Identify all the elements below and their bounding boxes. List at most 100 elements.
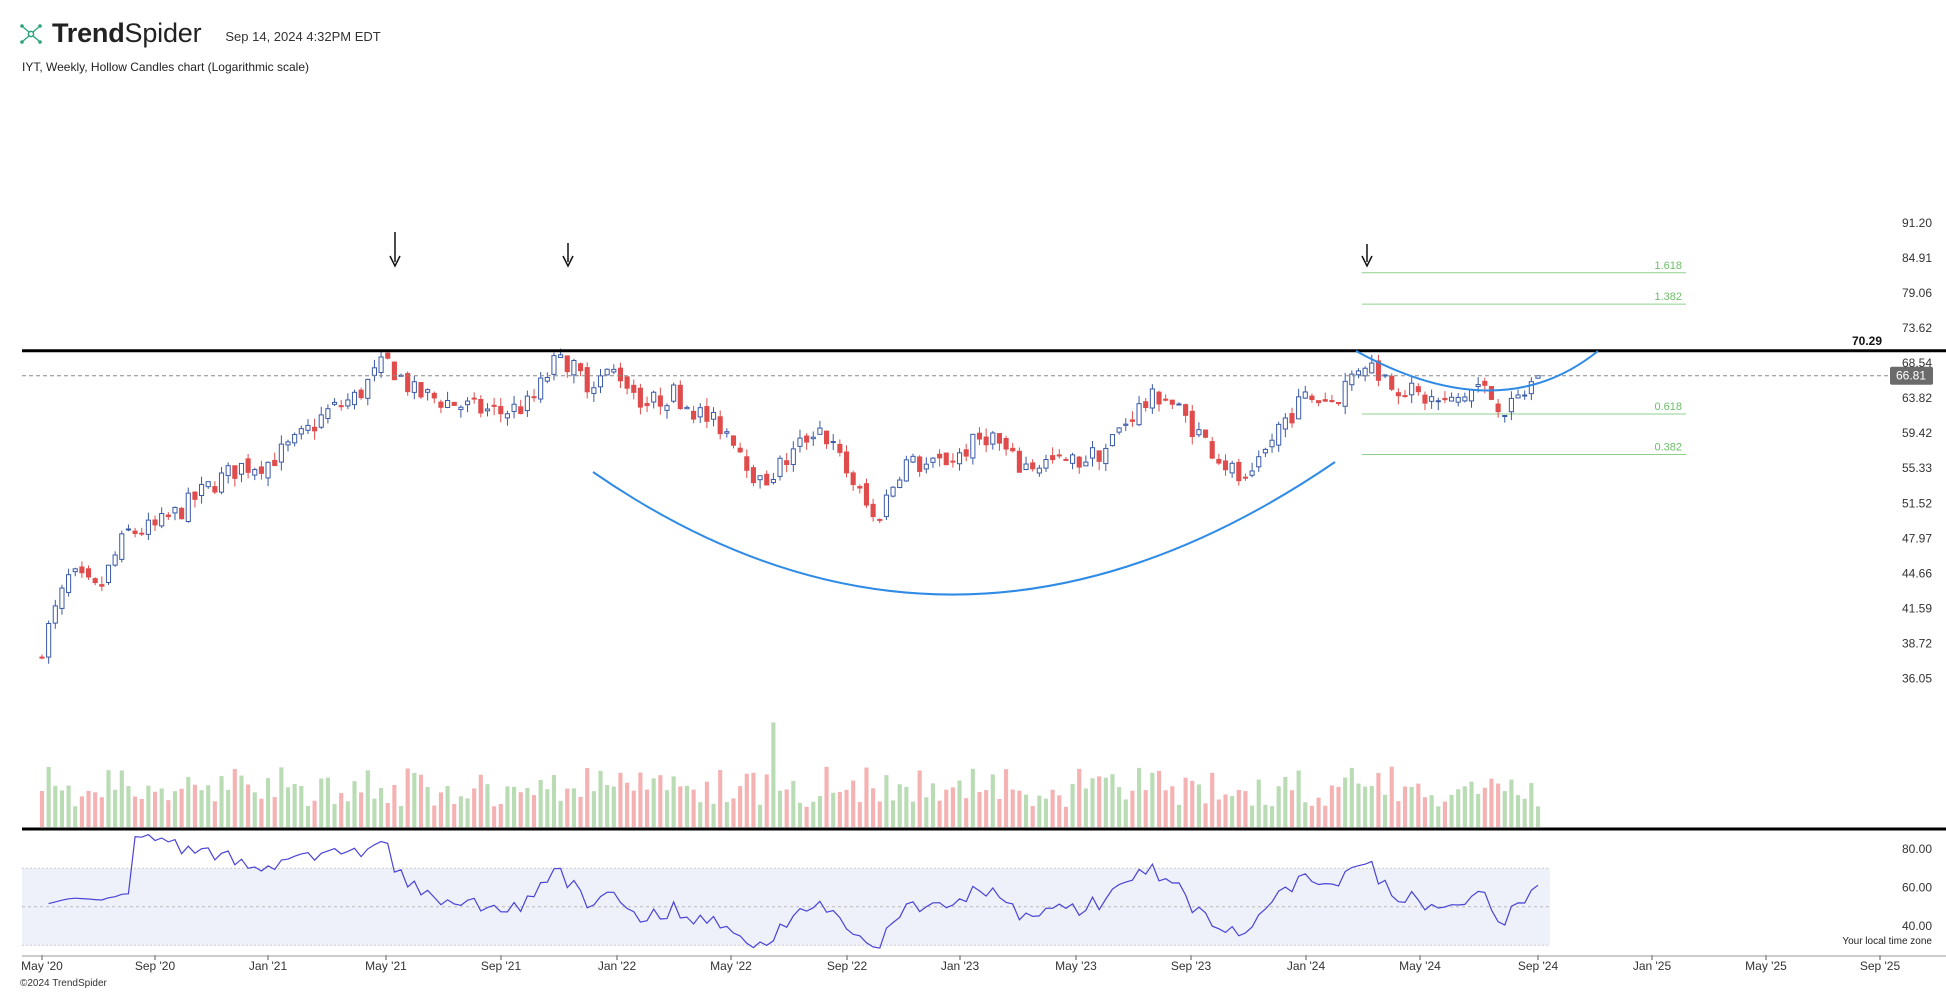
axes: 91.20 84.91 79.06 73.62 68.54 63.82 59.42 55.33… <box>21 216 1946 973</box>
candle-body <box>1070 454 1076 464</box>
volume-bar <box>152 791 158 827</box>
volume-bar <box>804 806 809 827</box>
candle-body <box>857 486 863 489</box>
volume-bar <box>551 774 557 827</box>
price-tick-label: 79.06 <box>1902 286 1932 300</box>
candle-body <box>810 436 816 440</box>
price-tick-label: 44.66 <box>1902 566 1932 580</box>
volume-bar <box>392 784 397 827</box>
volume-bar <box>405 768 410 827</box>
volume-bar <box>1190 780 1195 827</box>
candle-body <box>611 368 617 373</box>
volume-bar <box>1243 791 1248 827</box>
volume-bar <box>797 802 803 827</box>
candle-body <box>903 459 909 482</box>
volume-bar <box>744 773 749 827</box>
volume-bar <box>1522 798 1527 827</box>
candle-body <box>285 441 291 446</box>
candle-body <box>504 413 510 419</box>
candle-body <box>644 403 650 407</box>
volume-bar <box>738 786 743 827</box>
candle-body <box>1482 380 1488 386</box>
candle-body <box>464 400 471 406</box>
rsi-panel <box>22 867 1550 946</box>
volume-bar <box>1230 796 1235 827</box>
last-price-label: 66.81 <box>1896 369 1926 383</box>
candle-body <box>385 352 391 359</box>
x-tick-label: Sep '21 <box>481 959 522 973</box>
volume-bar <box>186 777 191 827</box>
candle-body <box>777 457 783 477</box>
price-tick-label: 68.54 <box>1902 356 1932 370</box>
candle-body <box>318 414 324 428</box>
volume-bar <box>259 798 264 827</box>
volume-bar <box>758 804 763 827</box>
volume-bar <box>99 797 104 827</box>
candle-body <box>963 449 969 457</box>
volume-bar <box>571 788 576 827</box>
candle-body <box>411 381 417 393</box>
candle-body <box>1468 389 1475 402</box>
candle-body <box>757 475 763 481</box>
volume-bar <box>73 806 78 827</box>
candle-body <box>1455 396 1461 403</box>
candle-body <box>1329 400 1335 403</box>
candle-body <box>132 530 138 534</box>
volume-bar <box>339 793 344 827</box>
fib-label: 0.382 <box>1654 442 1682 454</box>
volume-bar <box>1482 787 1487 827</box>
volume-bar <box>1156 770 1162 827</box>
price-tick-label: 84.91 <box>1902 251 1932 265</box>
x-tick-label: Jan '24 <box>1287 959 1326 973</box>
candle-body <box>1435 400 1441 403</box>
candle-body <box>1475 384 1481 388</box>
candle-body <box>1355 370 1362 376</box>
candle-body <box>1462 396 1468 402</box>
candle-body <box>72 568 78 573</box>
volume-bar <box>219 776 224 827</box>
price-tick-label: 73.62 <box>1902 321 1932 335</box>
volume-bar <box>312 800 317 827</box>
candle-body <box>677 384 683 410</box>
volume-bar <box>79 796 84 827</box>
volume-bar <box>385 803 390 827</box>
candle-body <box>139 532 145 535</box>
candle-body <box>1402 395 1408 398</box>
volume-bar <box>252 792 257 827</box>
volume-bar <box>1349 767 1354 827</box>
candle-body <box>976 432 983 440</box>
volume-bar <box>671 776 676 827</box>
chart-header: TrendSpider Sep 14, 2024 4:32PM EDT <box>18 18 381 58</box>
volume-bar <box>66 785 71 827</box>
rsi-line <box>48 833 1539 949</box>
candle-body <box>1495 403 1501 413</box>
volume-bar <box>1462 786 1467 827</box>
price-tick-label: 55.33 <box>1902 461 1932 475</box>
volume-bar <box>990 774 995 827</box>
volume-bar <box>970 768 975 827</box>
volume-bar <box>784 789 789 827</box>
cup-curve <box>592 461 1336 596</box>
candle-body <box>345 399 351 407</box>
volume-bar <box>644 789 650 827</box>
candle-body <box>591 387 597 394</box>
candle-body <box>837 443 843 453</box>
volume-bar <box>458 796 463 827</box>
candle-body <box>910 455 916 463</box>
candle-body <box>451 401 457 406</box>
candle-body <box>1449 396 1455 402</box>
candle-body <box>877 518 883 521</box>
candles <box>39 348 1541 664</box>
candle-body <box>218 472 225 493</box>
x-tick-label: May '20 <box>21 959 63 973</box>
volume-bar <box>897 784 902 827</box>
candle-body <box>996 433 1003 444</box>
volume-bar <box>631 790 636 827</box>
candle-body <box>744 456 750 471</box>
candle-body <box>378 356 384 374</box>
volume-bar <box>1110 774 1115 827</box>
volume-bar <box>890 800 896 827</box>
candle-body <box>1322 399 1328 402</box>
volume-bar <box>485 784 490 827</box>
